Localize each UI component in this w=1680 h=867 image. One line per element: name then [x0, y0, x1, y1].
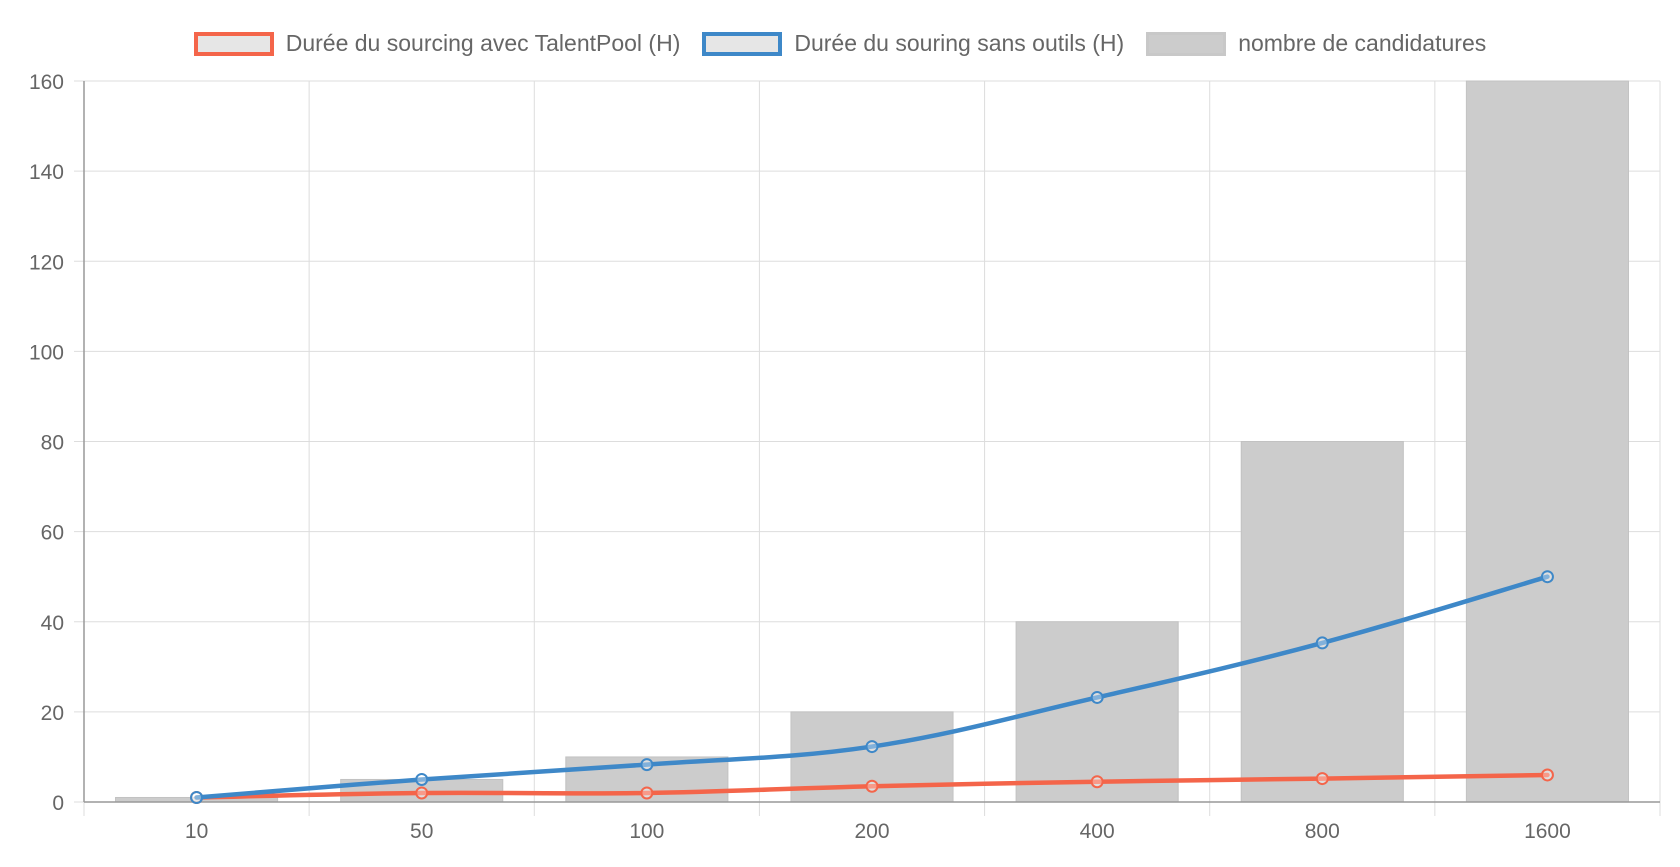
- series-point-1: [1315, 636, 1329, 650]
- series-line-0: [194, 772, 1550, 800]
- y-tick-label: 140: [29, 161, 64, 184]
- x-tick-label: 1600: [1524, 820, 1571, 843]
- bar: [1465, 80, 1629, 803]
- series-point-1: [190, 790, 204, 804]
- series-point-0: [1540, 768, 1554, 782]
- x-tick-label: 100: [629, 820, 664, 843]
- legend-item-sans-outils[interactable]: Durée du souring sans outils (H): [702, 30, 1124, 57]
- y-tick-label: 60: [41, 522, 64, 545]
- y-tick-label: 100: [29, 341, 64, 364]
- legend-label-sans-outils: Durée du souring sans outils (H): [794, 30, 1125, 56]
- y-tick-label: 80: [41, 432, 64, 455]
- series-point-0: [865, 779, 879, 793]
- x-tick-label: 400: [1080, 820, 1115, 843]
- x-tick-label: 200: [854, 820, 889, 843]
- series-point-1: [1540, 570, 1554, 584]
- series-point-1: [1090, 690, 1104, 704]
- series-point-0: [1315, 772, 1329, 786]
- series-point-0: [1090, 775, 1104, 789]
- legend-swatch-candidatures: [1146, 31, 1227, 56]
- y-tick-label: 20: [41, 702, 64, 725]
- legend-swatch-sans-outils: [702, 31, 783, 56]
- legend-label-candidatures: nombre de candidatures: [1238, 30, 1487, 56]
- legend: Durée du sourcing avec TalentPool (H) Du…: [0, 30, 1680, 57]
- line-series: [190, 570, 1554, 804]
- y-tick-label: 0: [52, 792, 64, 815]
- x-tick-label: 50: [410, 820, 433, 843]
- y-tick-label: 120: [29, 251, 64, 274]
- legend-item-talentpool[interactable]: Durée du sourcing avec TalentPool (H): [193, 30, 681, 57]
- grid: [74, 80, 1661, 816]
- bar: [1240, 441, 1404, 803]
- series-point-1: [415, 772, 429, 786]
- series-point-1: [640, 758, 654, 772]
- series-point-0: [415, 786, 429, 800]
- legend-item-candidatures[interactable]: nombre de candidatures: [1146, 30, 1486, 57]
- y-tick-label: 40: [41, 612, 64, 635]
- legend-label-talentpool: Durée du sourcing avec TalentPool (H): [285, 30, 681, 56]
- series-point-0: [640, 786, 654, 800]
- legend-swatch-talentpool: [193, 31, 274, 56]
- axes: 0 20 40 60 80 100 120 140 160 10 50 100 200 400 800 160…: [29, 71, 1660, 843]
- series-point-1: [865, 740, 879, 754]
- y-tick-label: 160: [29, 71, 64, 94]
- series-line-1: [194, 574, 1550, 800]
- x-tick-label: 10: [185, 820, 208, 843]
- x-tick-label: 800: [1305, 820, 1340, 843]
